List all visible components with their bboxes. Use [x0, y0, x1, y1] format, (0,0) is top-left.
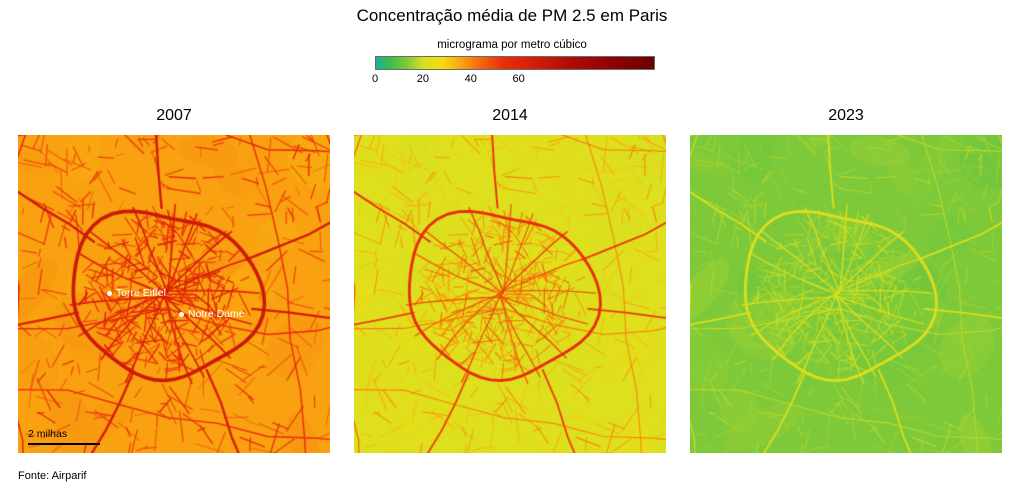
- map-panel-2023: 2023: [690, 106, 1002, 453]
- poi-label: Torre Eiffel: [115, 287, 166, 300]
- source-credit: Fonte: Airparif: [18, 470, 87, 482]
- map-wrap-2014: [354, 135, 666, 453]
- poi-label: Notre Dame: [187, 308, 245, 321]
- map-panel-2014: 2014: [354, 106, 666, 453]
- poi-notre-dame: Notre Dame: [178, 308, 245, 321]
- colorbar-label: micrograma por metro cúbico: [437, 39, 587, 51]
- scalebar-label: 2 milhas: [28, 428, 68, 440]
- figure-title: Concentração média de PM 2.5 em Paris: [356, 6, 668, 25]
- scalebar: 2 milhas: [28, 428, 100, 445]
- map-panels: 2007 Torre Eiffel Notre Dame 2 milhas 20…: [18, 106, 1002, 453]
- map-panel-2007: 2007 Torre Eiffel Notre Dame 2 milhas: [18, 106, 330, 453]
- panel-title-2023: 2023: [828, 107, 864, 124]
- colorbar-ticks: 0 20 40 60: [371, 73, 655, 87]
- pm25-map-2023: [690, 135, 1002, 453]
- colorbar-tick: 40: [464, 73, 477, 85]
- map-wrap-2023: [690, 135, 1002, 453]
- scalebar-line: [28, 443, 100, 445]
- colorbar-tick: 0: [371, 73, 379, 85]
- map-wrap-2007: Torre Eiffel Notre Dame 2 milhas: [18, 135, 330, 453]
- colorbar-gradient: [375, 56, 655, 70]
- pm25-map-2007: [18, 135, 330, 453]
- pm25-map-2014: [354, 135, 666, 453]
- panel-title-2014: 2014: [492, 107, 528, 124]
- poi-torre-eiffel: Torre Eiffel: [106, 287, 166, 300]
- poi-marker-icon: [178, 311, 184, 317]
- colorbar-tick: 60: [512, 73, 525, 85]
- colorbar-tick: 20: [416, 73, 429, 85]
- panel-title-2007: 2007: [156, 107, 192, 124]
- poi-marker-icon: [106, 290, 112, 296]
